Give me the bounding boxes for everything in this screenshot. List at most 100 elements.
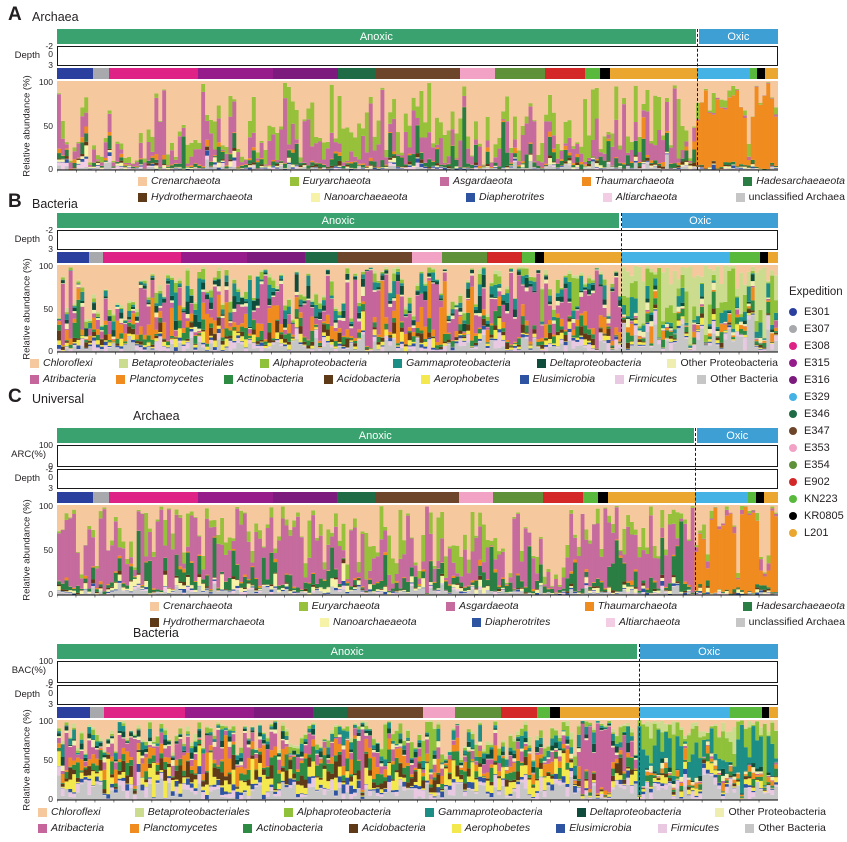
expedition-segment-KR0805 — [535, 252, 545, 263]
expedition-segment-E301 — [57, 68, 94, 79]
legend-swatch — [116, 374, 126, 384]
expedition-segment-E353 — [460, 68, 496, 79]
legend-item-diapherotrites: Diapherotrites — [466, 191, 544, 203]
legend-swatch — [38, 807, 47, 817]
legend-item-other-proteobacteria: Other Proteobacteria — [667, 357, 778, 369]
expedition-item-E902: E902 — [789, 473, 847, 490]
legend-item-hydrothermarchaeota: Hydrothermarchaeota — [138, 191, 253, 203]
expedition-segment-L201 — [764, 492, 779, 503]
expedition-segment-E354 — [454, 707, 501, 718]
CA-oxic-header: Oxic — [696, 428, 778, 443]
CA-oxic-divider — [695, 428, 697, 595]
expedition-name: E308 — [804, 339, 830, 352]
expedition-name: KR0805 — [804, 509, 844, 522]
expedition-segment-E308 — [108, 68, 199, 79]
legend-item-chloroflexi: Chloroflexi — [38, 806, 101, 818]
legend-label: Firmicutes — [628, 373, 677, 385]
CB-pct-axis-label: BAC(%) — [11, 665, 46, 676]
legend-label: Aerophobetes — [433, 373, 500, 385]
CA-legend-row-2: Hydrothermarchaeota Nanoarchaeaeota Diaphe… — [150, 616, 845, 628]
expedition-segment-E353 — [411, 252, 443, 263]
legend-label: Firmicutes — [670, 822, 720, 834]
A-oxic-header: Oxic — [698, 29, 778, 44]
oxic-label: Oxic — [726, 429, 749, 442]
expedition-dot — [789, 375, 797, 384]
expedition-name: E307 — [804, 322, 830, 335]
B-abund-tick-100: 100 — [38, 261, 53, 271]
CB-abundance-chart — [57, 720, 778, 803]
legend-item-altiarchaeota: Altiarchaeota — [605, 616, 680, 628]
expedition-legend-title: Expedition — [789, 286, 843, 298]
legend-swatch — [697, 374, 707, 384]
expedition-segment-L201 — [608, 492, 696, 503]
expedition-segment-E347 — [346, 707, 424, 718]
panel-c-bacteria-label: Bacteria — [133, 626, 179, 640]
legend-item-firmicutes: Firmicutes — [657, 822, 720, 834]
legend-swatch — [446, 601, 456, 611]
panel-b-letter: B — [8, 191, 22, 212]
legend-item-alphaproteobacteria: Alphaproteobacteria — [284, 806, 391, 818]
expedition-segment-E329 — [697, 68, 751, 79]
legend-swatch — [602, 192, 612, 202]
expedition-segment-E346 — [338, 68, 377, 79]
legend-item-gammaproteobacteria: Gammaproteobacteria — [425, 806, 543, 818]
expedition-segment-E346 — [337, 492, 375, 503]
legend-swatch — [311, 192, 321, 202]
legend-swatch — [735, 617, 745, 627]
legend-item-other-bacteria: Other Bacteria — [745, 822, 826, 834]
expedition-segment-E329 — [638, 707, 731, 718]
legend-label: Other Proteobacteria — [728, 806, 826, 818]
expedition-segment-E346 — [312, 707, 347, 718]
legend-swatch — [519, 374, 529, 384]
expedition-segment-E301 — [57, 707, 91, 718]
expedition-name: KN223 — [804, 492, 838, 505]
B-legend-row-1: Chloroflexi Betaproteobacteriales Alphapro… — [30, 357, 778, 369]
legend-label: Aerophobetes — [464, 822, 531, 834]
CB-expedition-strip — [57, 707, 779, 718]
B-depth-plot — [57, 230, 778, 250]
expedition-segment-E354 — [442, 252, 488, 263]
legend-label: Elusimicrobia — [532, 373, 596, 385]
panel-c-letter: C — [8, 386, 22, 407]
legend-label: Diapherotrites — [479, 191, 545, 203]
legend-swatch — [284, 807, 294, 817]
expedition-segment-E315 — [198, 68, 274, 79]
B-depth-tick-zero: 0 — [48, 233, 53, 243]
legend-label: Atribacteria — [43, 373, 97, 385]
legend-swatch — [451, 823, 461, 833]
legend-item-actinobacteria: Actinobacteria — [223, 373, 304, 385]
expedition-dot — [789, 409, 797, 418]
legend-swatch — [30, 358, 39, 368]
expedition-segment-KN223 — [749, 68, 758, 79]
expedition-segment-E316 — [273, 68, 339, 79]
B-depth-tick-top: -2 — [45, 225, 53, 235]
legend-item-chloroflexi: Chloroflexi — [30, 357, 93, 369]
expedition-segment-KR0805 — [762, 707, 770, 718]
legend-item-atribacteria: Atribacteria — [30, 373, 96, 385]
legend-label: Planctomycetes — [143, 822, 218, 834]
legend-label: Gammaproteobacteria — [438, 806, 543, 818]
B-anoxic-header: Anoxic — [57, 213, 620, 228]
legend-item-betaproteobacteriales: Betaproteobacteriales — [118, 357, 234, 369]
expedition-segment-E316 — [247, 252, 305, 263]
expedition-segment-L201 — [610, 68, 698, 79]
legend-label: Asgardaeota — [453, 175, 513, 187]
legend-label: Other Bacteria — [758, 822, 826, 834]
expedition-dot — [789, 494, 797, 503]
legend-swatch — [150, 617, 159, 627]
legend-label: Thaumarchaeota — [594, 175, 675, 187]
legend-swatch — [349, 823, 359, 833]
CA-pct-tick-100: 100 — [38, 440, 53, 450]
legend-label: Nanoarchaeaeota — [324, 191, 408, 203]
panel-c-archaea-label: Archaea — [133, 409, 180, 423]
legend-item-hadesarchaeaeota: Hadesarchaeaeota — [743, 600, 845, 612]
oxic-label: Oxic — [698, 645, 721, 658]
expedition-dot — [789, 307, 797, 316]
expedition-dot — [789, 426, 797, 435]
expedition-legend: Expedition E301 E307 E308 E315 E316 E329 E346 E… — [789, 286, 847, 541]
legend-swatch — [745, 823, 755, 833]
expedition-dot — [789, 341, 797, 350]
expedition-dot — [789, 443, 797, 452]
legend-swatch — [743, 601, 753, 611]
expedition-item-E301: E301 — [789, 303, 847, 320]
